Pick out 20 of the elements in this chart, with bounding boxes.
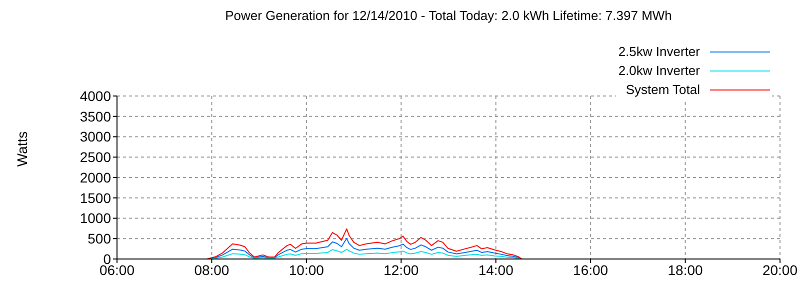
y-tick-label: 1000 [80, 210, 112, 226]
y-tick-label: 3500 [80, 108, 112, 124]
legend-label: 2.0kw Inverter [618, 63, 700, 78]
y-tick-label: 3000 [80, 128, 112, 145]
x-tick-label: 20:00 [762, 262, 798, 278]
y-tick-label: 1500 [80, 190, 112, 206]
x-tick-label: 14:00 [478, 262, 514, 278]
x-tick-label: 08:00 [194, 262, 230, 278]
y-tick-label: 2500 [80, 149, 112, 166]
x-tick-label: 18:00 [668, 262, 704, 278]
chart-title: Power Generation for 12/14/2010 - Total Today: 2.0 kWh Lifetime: 7.397 MWh [224, 8, 673, 23]
legend-label: 2.5kw Inverter [618, 44, 700, 59]
legend-label: System Total [626, 82, 700, 97]
x-tick-label: 10:00 [288, 262, 324, 278]
y-tick-label: 500 [88, 230, 112, 247]
y-axis-title: Watts [14, 131, 30, 167]
y-tick-label: 2000 [80, 169, 112, 186]
x-tick-label: 16:00 [573, 262, 608, 278]
x-tick-label: 12:00 [384, 262, 419, 278]
y-tick-label: 4000 [80, 88, 112, 104]
